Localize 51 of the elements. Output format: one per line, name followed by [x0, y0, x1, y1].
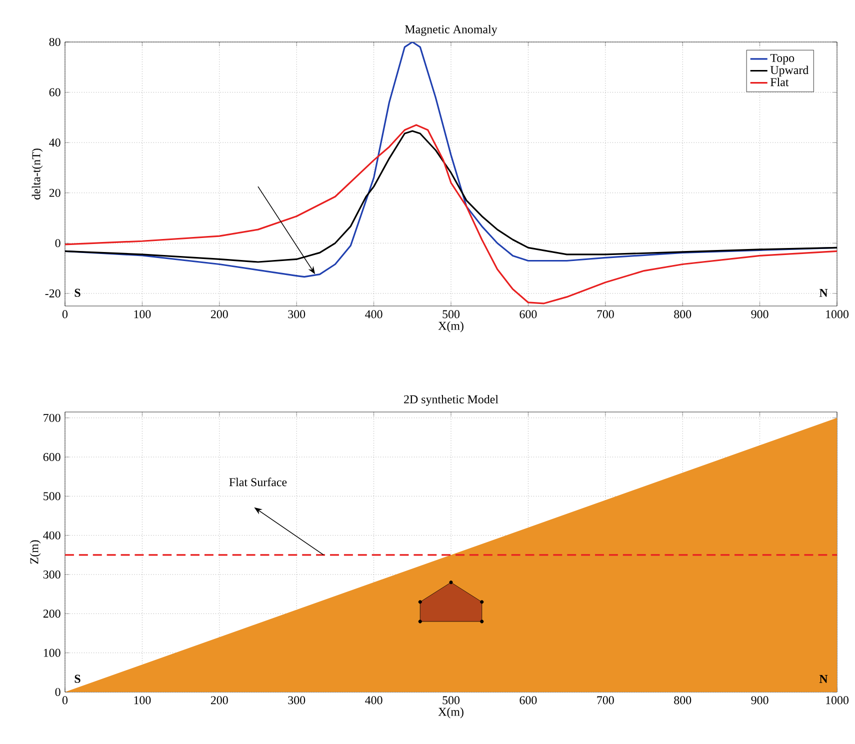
x-tick-label: 900: [751, 310, 768, 318]
chart-title: 2D synthetic Model: [404, 394, 498, 406]
y-tick-label: 20: [49, 188, 60, 197]
x-tick-label: 300: [288, 696, 306, 704]
annotation: Flat Surface: [229, 478, 287, 486]
x-tick-label: 1000: [826, 310, 848, 318]
y-tick-label: 300: [43, 570, 60, 579]
y-tick-label: 500: [44, 492, 60, 500]
x-tick-label: 1000: [826, 696, 848, 704]
x-tick-label: 400: [365, 696, 382, 704]
x-tick-label: 100: [134, 696, 151, 704]
line-series: [65, 124, 838, 304]
y-tick-label: 0: [55, 688, 60, 696]
annotation: S: [74, 288, 80, 297]
y-tick-label: 0: [55, 239, 60, 248]
x-tick-label: 500: [442, 696, 460, 704]
y-axis-title: Z(m): [30, 540, 41, 564]
annotation: N: [819, 288, 828, 297]
x-tick-label: 100: [134, 310, 151, 318]
x-tick-label: 0: [62, 310, 68, 318]
x-tick-label: 200: [210, 696, 228, 704]
y-tick-label: 200: [43, 610, 60, 618]
x-tick-label: 800: [674, 310, 692, 318]
y-axis-title: delta-t(nT): [32, 148, 43, 200]
annotation: S: [74, 674, 80, 683]
x-tick-label: 200: [210, 310, 228, 318]
annotation: N: [819, 674, 828, 683]
y-tick-label: 600: [43, 452, 60, 462]
x-tick-label: 400: [365, 310, 382, 318]
chart-title: Magnetic Anomaly: [405, 24, 498, 36]
y-tick-label: 40: [49, 138, 60, 147]
legend-label: Flat: [770, 78, 789, 86]
x-tick-label: 900: [751, 696, 768, 704]
legend-label: Upward: [770, 66, 809, 77]
x-tick-label: 800: [674, 696, 692, 704]
x-axis-title: X(m): [438, 707, 464, 718]
x-tick-label: 700: [597, 696, 614, 704]
y-tick-label: -20: [45, 289, 60, 298]
x-tick-label: 600: [520, 696, 537, 704]
x-tick-label: 700: [597, 310, 614, 318]
x-tick-label: 0: [62, 696, 68, 704]
x-tick-label: 500: [442, 310, 460, 318]
y-tick-label: 400: [43, 531, 60, 540]
x-tick-label: 600: [520, 310, 537, 318]
y-tick-label: 100: [44, 648, 60, 657]
x-axis-title: X(m): [438, 321, 464, 332]
y-tick-label: 700: [44, 414, 60, 422]
x-tick-label: 300: [288, 310, 306, 318]
legend-label: Topo: [770, 54, 794, 64]
y-tick-label: 60: [49, 88, 60, 96]
y-tick-label: 80: [49, 38, 60, 46]
